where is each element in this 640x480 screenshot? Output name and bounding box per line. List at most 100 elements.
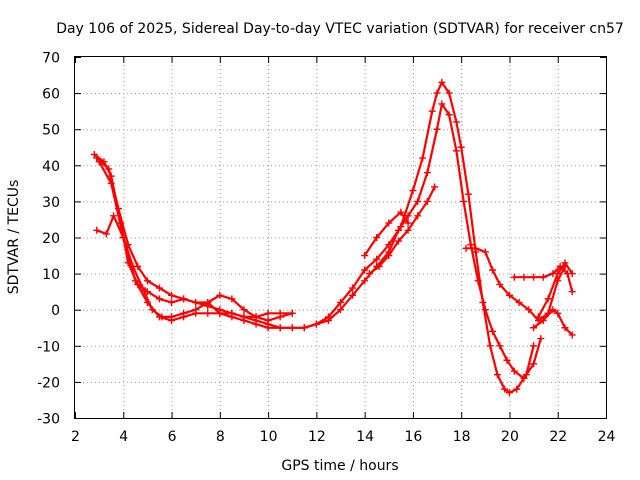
data-point: [503, 356, 511, 364]
data-point: [501, 385, 509, 393]
data-point: [510, 273, 518, 281]
data-point: [264, 317, 272, 325]
y-tick-labels: -30 -20 -10 0 10 20 30 40 50 60 70: [37, 51, 60, 428]
data-point: [204, 298, 212, 306]
data-point: [192, 309, 200, 317]
data-point: [539, 317, 547, 325]
data-point: [452, 147, 460, 155]
data-point: [493, 371, 501, 379]
data-point: [143, 277, 151, 285]
data-point: [561, 259, 569, 267]
series-track-2: [93, 100, 545, 382]
data-point: [168, 298, 176, 306]
data-point: [525, 306, 533, 314]
data-point: [155, 313, 163, 321]
data-point: [534, 313, 542, 321]
data-point: [361, 252, 369, 260]
data-point: [394, 226, 402, 234]
data-point: [361, 266, 369, 274]
series-track-9: [530, 306, 576, 339]
x-tick-label: 22: [549, 429, 567, 445]
data-point: [394, 237, 402, 245]
data-point: [414, 197, 422, 205]
data-point: [192, 298, 200, 306]
data-point: [539, 273, 547, 281]
data-point: [544, 295, 552, 303]
data-point: [180, 313, 188, 321]
data-point: [462, 244, 470, 252]
grid: [75, 57, 606, 418]
y-tick-label: 40: [42, 159, 60, 175]
data-point: [397, 208, 405, 216]
data-point: [216, 309, 224, 317]
data-point: [93, 154, 101, 162]
data-point: [361, 277, 369, 285]
data-point: [93, 226, 101, 234]
data-point: [568, 270, 576, 278]
data-point: [349, 284, 357, 292]
y-tick-label: 20: [42, 231, 60, 247]
chart-title: Day 106 of 2025, Sidereal Day-to-day VTE…: [56, 21, 624, 37]
series-track-10: [534, 259, 576, 321]
data-point: [180, 295, 188, 303]
data-point: [414, 212, 422, 220]
data-point: [105, 165, 113, 173]
data-point: [349, 291, 357, 299]
data-point: [300, 324, 308, 332]
data-point: [530, 273, 538, 281]
x-tick-label: 20: [501, 429, 519, 445]
data-point: [373, 255, 381, 263]
data-point: [337, 306, 344, 314]
series-group: [90, 78, 576, 397]
data-point: [431, 183, 439, 191]
x-axis-label: GPS time / hours: [281, 458, 398, 474]
data-point: [228, 295, 236, 303]
series-track-6: [361, 208, 412, 260]
data-point: [365, 270, 373, 278]
data-point: [252, 313, 260, 321]
data-point: [204, 309, 212, 317]
data-point: [337, 298, 344, 306]
data-point: [143, 298, 151, 306]
y-tick-label: -10: [37, 339, 60, 355]
data-point: [554, 270, 562, 278]
data-point: [537, 335, 545, 343]
data-point: [264, 309, 272, 317]
data-point: [102, 230, 110, 238]
data-point: [433, 125, 441, 133]
data-point: [404, 226, 412, 234]
data-point: [168, 291, 176, 299]
x-tick-label: 24: [598, 429, 616, 445]
data-point: [385, 219, 393, 227]
data-point: [385, 252, 393, 260]
data-point: [496, 342, 504, 350]
data-point: [460, 197, 468, 205]
x-tick-label: 14: [356, 429, 374, 445]
data-point: [549, 306, 557, 314]
data-point: [513, 385, 521, 393]
data-point: [489, 327, 497, 335]
data-point: [474, 277, 482, 285]
data-point: [510, 367, 518, 375]
data-point: [107, 179, 115, 187]
series-track-5: [365, 183, 439, 278]
data-point: [168, 317, 176, 325]
data-point: [452, 118, 460, 126]
data-point: [155, 284, 163, 292]
data-point: [433, 89, 441, 97]
data-point: [554, 309, 562, 317]
y-tick-label: 30: [42, 195, 60, 211]
data-point: [481, 248, 489, 256]
data-point: [428, 107, 436, 115]
plot-frame: [74, 56, 607, 419]
data-point: [438, 78, 446, 86]
series-line: [93, 81, 535, 394]
data-point: [119, 234, 127, 241]
data-point: [375, 262, 383, 270]
data-point: [561, 324, 569, 332]
data-point: [312, 320, 320, 328]
data-point: [438, 100, 446, 108]
data-point: [445, 111, 453, 119]
data-point: [240, 313, 248, 321]
